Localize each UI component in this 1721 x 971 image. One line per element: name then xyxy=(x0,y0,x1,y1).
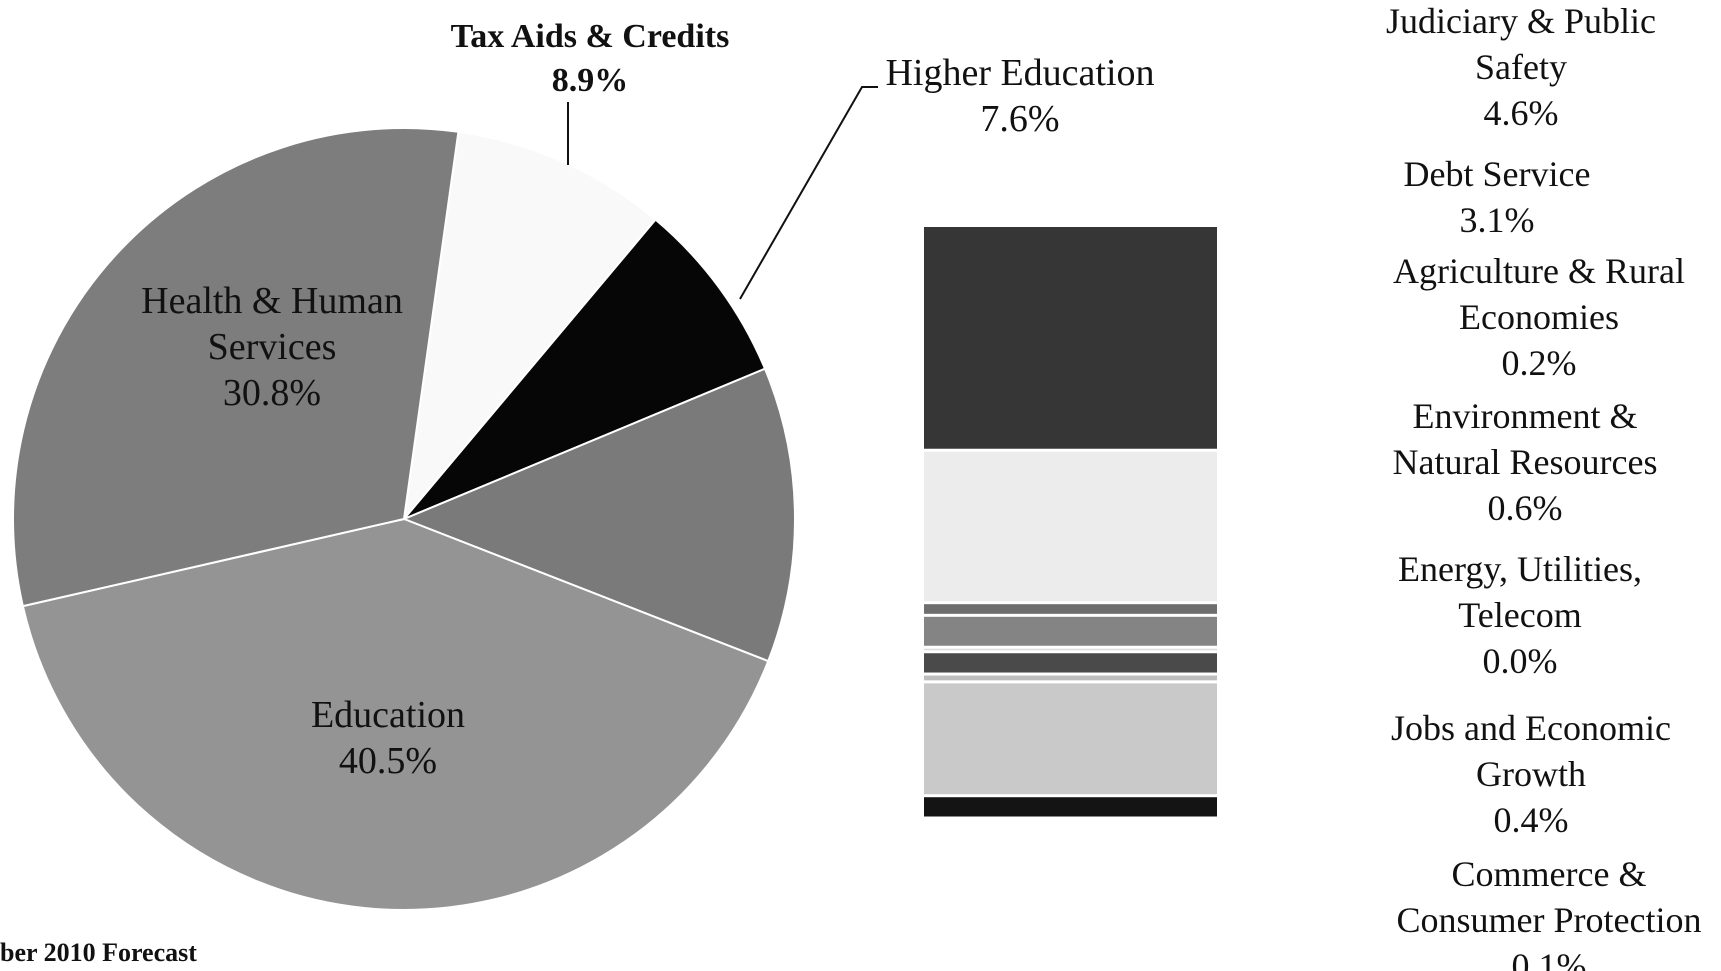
pie-label-health-human-services: Health & Human Services 30.8% xyxy=(141,280,403,414)
pie-slice-education xyxy=(21,517,770,911)
bar-segment-agriculture-rural-economies xyxy=(924,604,1217,614)
bar-segment-debt-service xyxy=(924,451,1217,602)
pie-label-tax-aids-credits: Tax Aids & Credits 8.9% xyxy=(451,18,730,99)
pie-label-higher-education: Higher Education 7.6% xyxy=(885,52,1154,140)
pie-slice-other-2 xyxy=(401,367,796,663)
pie-slice-health-human-services xyxy=(12,127,460,608)
bar-segment-other-8 xyxy=(924,797,1217,817)
pie-slice-higher-education xyxy=(403,218,767,520)
leader-line-higher-education xyxy=(739,86,878,300)
bar-segment-commerce-consumer-protection xyxy=(924,675,1217,681)
bar-label-agriculture-rural-economies: Agriculture & Rural Economies 0.2% xyxy=(1393,251,1685,383)
bar-label-judiciary-public-safety: Judiciary & Public Safety 4.6% xyxy=(1386,1,1656,133)
pie-slice-tax-aids-credits xyxy=(402,130,657,523)
bar-label-energy-utilities-telecom: Energy, Utilities, Telecom 0.0% xyxy=(1398,549,1642,681)
pie-chart xyxy=(12,127,796,911)
bar-label-debt-service: Debt Service 3.1% xyxy=(1404,154,1591,240)
bar-segment-environment-natural-resources xyxy=(924,616,1217,646)
pie-label-education: Education 40.5% xyxy=(311,694,465,782)
bar-label-jobs-and-economic-growth: Jobs and Economic Growth 0.4% xyxy=(1391,708,1671,840)
bar-segment-jobs-and-economic-growth xyxy=(924,653,1217,673)
bar-segment-energy-utilities-telecom xyxy=(924,648,1217,651)
bar-label-commerce-consumer-protection: Commerce & Consumer Protection 0.1% xyxy=(1397,854,1702,971)
chart-labels: Tax Aids & Credits 8.9% Higher Education 7.… xyxy=(141,1,1701,971)
bar-segment-judiciary-public-safety xyxy=(924,227,1217,449)
breakdown-bar xyxy=(924,227,1217,817)
bar-label-environment-natural-resources: Environment & Natural Resources 0.6% xyxy=(1393,396,1658,528)
bar-segment-other-7 xyxy=(924,683,1217,795)
footnote: ber 2010 Forecast xyxy=(0,938,197,967)
